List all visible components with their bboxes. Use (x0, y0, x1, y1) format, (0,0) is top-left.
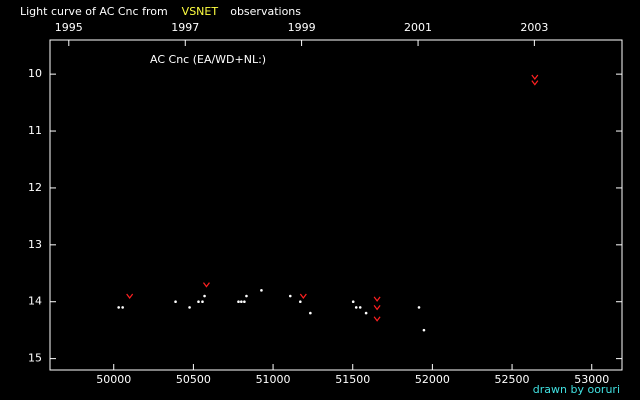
data-point (288, 294, 292, 298)
x2-tick-label: 2001 (404, 21, 432, 34)
upper-limit-marker (373, 316, 381, 322)
data-point (203, 294, 206, 298)
chart-title: Light curve of AC Cnc from VSNET observati… (20, 5, 301, 18)
x-tick-label: 51500 (335, 373, 370, 386)
credit: drawn by ooruri (533, 383, 620, 396)
data-point (351, 300, 355, 304)
y-tick-label: 13 (28, 238, 42, 251)
y-tick-label: 12 (28, 181, 42, 194)
annotation: AC Cnc (EA/WD+NL:) (150, 53, 266, 66)
x-tick-label: 50000 (96, 373, 131, 386)
title-part: observations (230, 5, 301, 18)
chart-title-text: Light curve of AC Cnc from VSNET observati… (20, 5, 301, 18)
upper-limit-marker (299, 293, 307, 300)
data-point (354, 306, 358, 309)
upper-limit-marker (202, 282, 210, 288)
data-point (358, 306, 362, 309)
data-point (197, 300, 200, 304)
data-point (309, 311, 312, 315)
upper-limit-marker (373, 296, 381, 302)
x-tick-label: 50500 (176, 373, 211, 386)
y-tick-label: 11 (28, 124, 42, 137)
title-part: VSNET (182, 5, 219, 18)
upper-limit-marker (126, 293, 134, 300)
data-point (243, 300, 246, 304)
x-tick-label: 52000 (415, 373, 450, 386)
title-part: Light curve of AC Cnc from (20, 5, 168, 18)
y-tick-label: 10 (28, 67, 42, 80)
x-tick-label: 53000 (574, 373, 609, 386)
data-point (260, 289, 263, 292)
data-point (117, 306, 120, 309)
data-point (240, 300, 243, 304)
upper-limit-marker (531, 80, 539, 86)
x2-tick-label: 1995 (55, 21, 83, 34)
data-point (188, 306, 191, 309)
plot-frame (49, 39, 623, 371)
y-tick-label: 15 (28, 352, 42, 365)
upper-limit-marker (373, 305, 381, 311)
x2-tick-label: 2003 (520, 21, 548, 34)
x-tick-label: 52500 (495, 373, 530, 386)
data-point (121, 306, 124, 309)
data-point (174, 300, 177, 304)
data-point (422, 328, 426, 332)
x2-tick-label: 1997 (171, 21, 199, 34)
data-point (299, 300, 302, 304)
upper-limit-marker (531, 74, 539, 80)
y-tick-label: 14 (28, 295, 42, 308)
data-point (417, 306, 421, 309)
x-tick-label: 51000 (256, 373, 291, 386)
data-point (201, 300, 204, 304)
data-point (237, 300, 240, 304)
data-point (364, 311, 368, 315)
data-point (245, 294, 248, 298)
x2-tick-label: 1999 (288, 21, 316, 34)
